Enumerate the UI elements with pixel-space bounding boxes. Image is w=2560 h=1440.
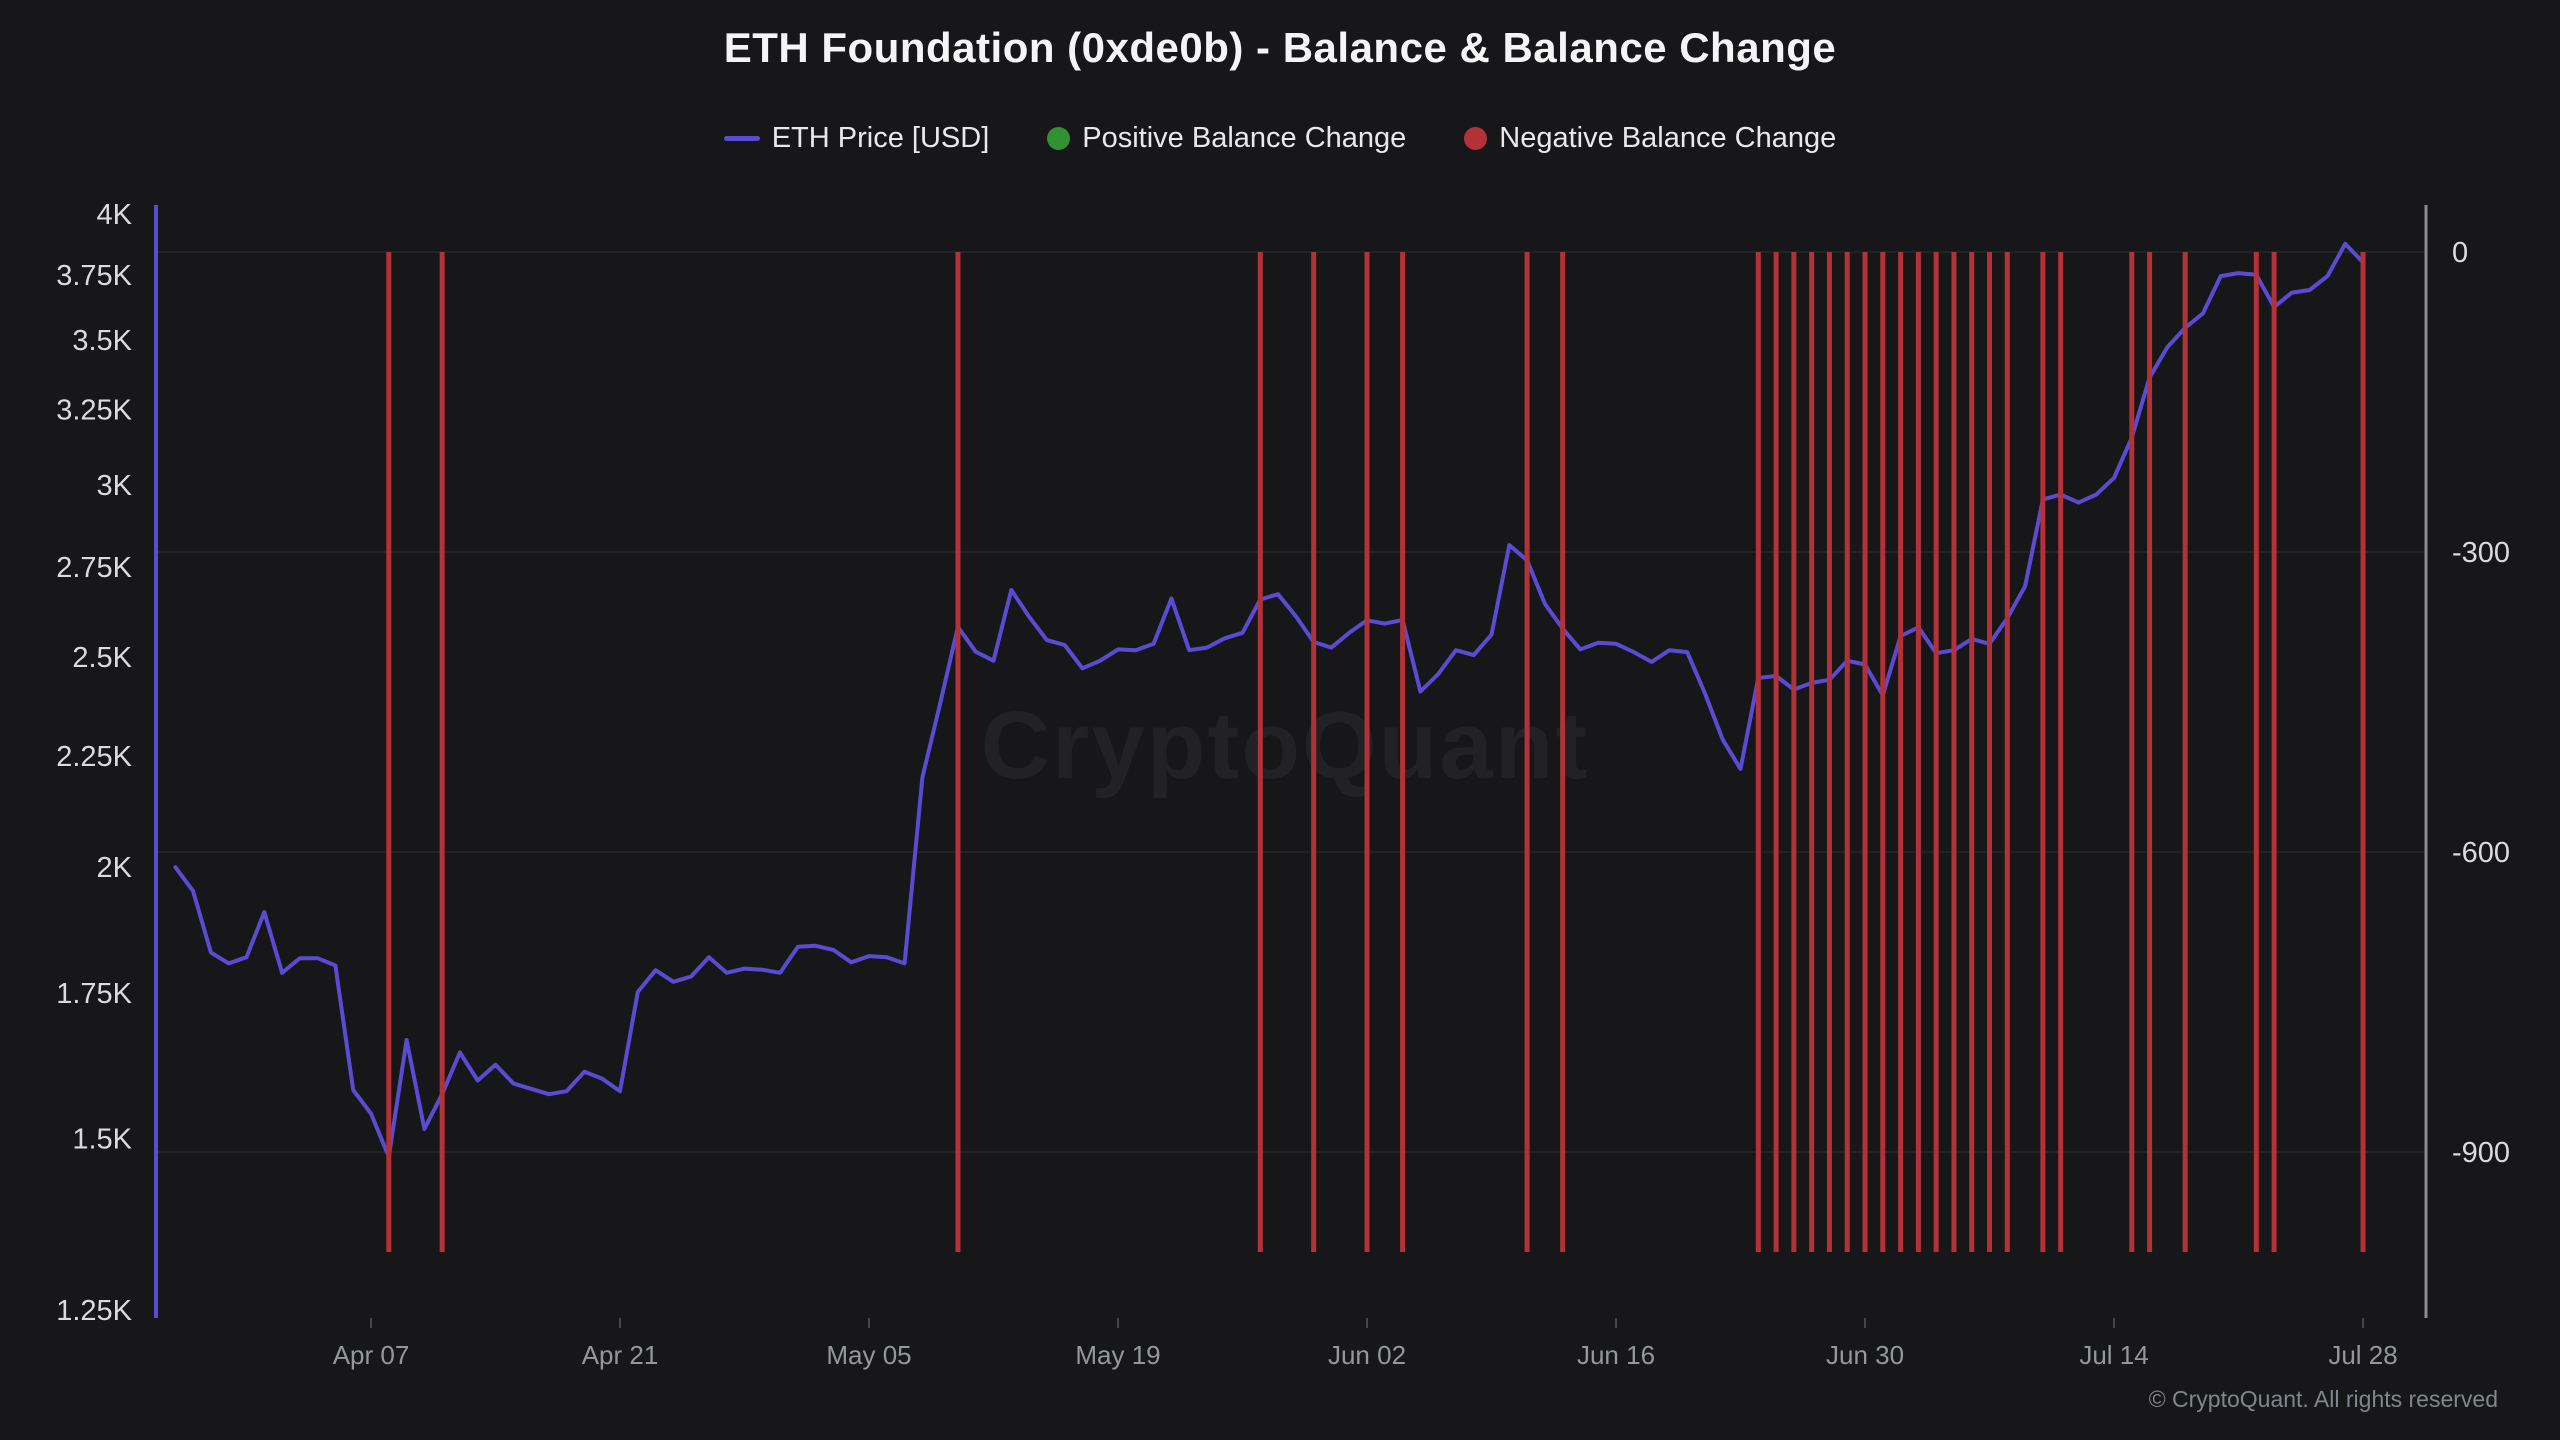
- legend-label-positive: Positive Balance Change: [1082, 122, 1407, 154]
- price-axis-tick-label: 1.75K: [56, 978, 132, 1010]
- balance-axis-tick-label: 0: [2452, 237, 2468, 269]
- legend-item-positive-balance-change[interactable]: Positive Balance Change: [1047, 122, 1406, 155]
- watermark: CryptoQuant: [981, 692, 1590, 799]
- x-tick-label: Jun 02: [1328, 1340, 1406, 1370]
- negative-balance-bar: [1826, 252, 1832, 1252]
- price-axis-tick-label: 2K: [97, 852, 133, 884]
- negative-balance-bar: [2271, 252, 2277, 1252]
- negative-balance-bar: [1773, 252, 1779, 1252]
- x-tick-label: Jun 30: [1826, 1340, 1904, 1370]
- negative-balance-bar: [1844, 252, 1850, 1252]
- negative-balance-bar: [1791, 252, 1797, 1252]
- chart-plot-area[interactable]: [156, 205, 2426, 1318]
- price-axis-tick-label: 1.5K: [72, 1123, 132, 1155]
- negative-balance-bar: [2058, 252, 2064, 1252]
- balance-axis-tick-label: -300: [2452, 537, 2510, 569]
- legend-item-negative-balance-change[interactable]: Negative Balance Change: [1464, 122, 1836, 155]
- negative-balance-bar: [2253, 252, 2259, 1252]
- copyright-notice: © CryptoQuant. All rights reserved: [2148, 1386, 2498, 1412]
- negative-balance-bar: [1400, 252, 1406, 1252]
- balance-axis-tick-label: -900: [2452, 1137, 2510, 1169]
- negative-balance-bar: [2129, 252, 2135, 1252]
- negative-balance-bar: [1933, 252, 1939, 1252]
- price-axis-tick-label: 4K: [97, 199, 133, 231]
- price-axis-tick-label: 2.25K: [56, 741, 132, 773]
- negative-balance-bar: [1880, 252, 1886, 1252]
- negative-dot-icon: [1464, 127, 1488, 150]
- legend-label-eth-price: ETH Price [USD]: [771, 122, 990, 154]
- negative-balance-bar: [2182, 252, 2188, 1252]
- negative-balance-bar: [1257, 252, 1263, 1252]
- negative-balance-bar: [439, 252, 445, 1252]
- negative-balance-bar: [1311, 252, 1317, 1252]
- negative-balance-bar: [1755, 252, 1761, 1252]
- legend-item-eth-price[interactable]: ETH Price [USD]: [723, 122, 990, 155]
- negative-balance-bar: [1809, 252, 1815, 1252]
- line-swatch-icon: [723, 136, 760, 141]
- price-axis-tick-label: 3.25K: [56, 395, 132, 427]
- negative-balance-bar: [1560, 252, 1566, 1252]
- price-axis-tick-label: 3.5K: [72, 325, 132, 357]
- x-tick-label: Jun 16: [1577, 1340, 1655, 1370]
- price-axis-tick-label: 3.75K: [56, 260, 132, 292]
- negative-balance-bar: [2360, 252, 2366, 1252]
- negative-balance-bar: [1969, 252, 1975, 1252]
- negative-balance-bar: [1898, 252, 1904, 1252]
- negative-balance-bar: [1915, 252, 1921, 1252]
- price-axis-tick-label: 1.25K: [56, 1295, 132, 1327]
- negative-balance-bar: [2004, 252, 2010, 1252]
- x-tick-label: May 19: [1075, 1340, 1160, 1370]
- price-axis-tick-label: 2.5K: [72, 642, 132, 674]
- x-tick-label: Jul 14: [2079, 1340, 2148, 1370]
- negative-balance-bar: [1951, 252, 1957, 1252]
- page-title: ETH Foundation (0xde0b) - Balance & Bala…: [723, 24, 1837, 71]
- positive-dot-icon: [1047, 127, 1071, 150]
- negative-balance-bar: [1987, 252, 1993, 1252]
- chart-legend: ETH Price [USD] Positive Balance Change …: [0, 122, 2560, 155]
- negative-balance-bar: [955, 252, 961, 1252]
- x-tick-label: Apr 21: [582, 1340, 659, 1370]
- x-tick-label: Apr 07: [333, 1340, 410, 1370]
- negative-balance-bar: [386, 252, 392, 1252]
- negative-balance-bar: [1524, 252, 1530, 1252]
- legend-label-negative: Negative Balance Change: [1499, 122, 1837, 154]
- x-tick-label: Jul 28: [2328, 1340, 2397, 1370]
- negative-balance-bar: [1364, 252, 1370, 1252]
- price-axis-tick-label: 2.75K: [56, 552, 132, 584]
- price-axis-tick-label: 3K: [97, 470, 133, 502]
- x-tick-label: May 05: [826, 1340, 911, 1370]
- negative-balance-bar: [2147, 252, 2153, 1252]
- negative-balance-bar: [1862, 252, 1868, 1252]
- balance-axis-tick-label: -600: [2452, 837, 2510, 869]
- eth-price-line: [173, 241, 2365, 1159]
- negative-balance-bar: [2040, 252, 2046, 1252]
